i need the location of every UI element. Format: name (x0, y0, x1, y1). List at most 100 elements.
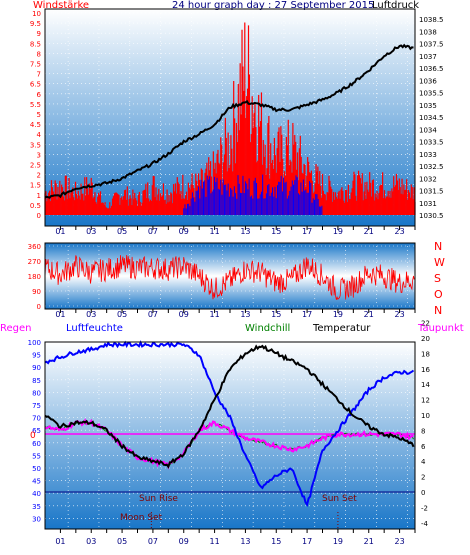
direction-tick-label: 180 (28, 273, 41, 281)
wind-tick-label: 6 (37, 91, 42, 99)
temperature-tick-label: 22 (421, 320, 430, 328)
temperature-tick-label: 6 (421, 443, 426, 451)
humidity-tick-label: 95 (32, 352, 41, 360)
humidity-tick-label: 85 (32, 377, 41, 385)
pressure-tick-label: 1038.5 (419, 16, 444, 24)
pressure-tick-label: 1032.5 (419, 163, 444, 171)
x-tick-label: 23 (394, 537, 404, 546)
temperature-tick-label: 10 (421, 412, 430, 420)
x-tick-label: 17 (302, 227, 312, 236)
wind-tick-label: 2.5 (30, 162, 41, 170)
pressure-axis-title: Luftdruck (372, 0, 419, 11)
pressure-tick-label: 1033 (419, 151, 437, 159)
wind-tick-label: 7 (37, 71, 41, 79)
humidity-tick-label: 40 (32, 490, 41, 498)
humidity-tick-label: 35 (32, 503, 41, 511)
direction-tick-label: 90 (32, 288, 41, 296)
temperature-tick-label: 20 (421, 335, 430, 343)
x-tick-label: 01 (55, 537, 65, 546)
temperature-tick-label: 8 (421, 427, 425, 435)
x-tick-label: 03 (86, 537, 96, 546)
wind-tick-label: 8.5 (30, 40, 41, 48)
x-tick-label: 15 (271, 537, 281, 546)
x-tick-label: 15 (271, 310, 281, 319)
marks-layer (44, 22, 416, 528)
pressure-tick-label: 1030.5 (419, 212, 444, 220)
x-tick-label: 23 (394, 310, 404, 319)
pressure-tick-label: 1034 (419, 126, 437, 134)
humidity-tick-label: 100 (28, 339, 41, 347)
legend-temperatur: Temperatur (312, 323, 371, 334)
wind-tick-label: 4.5 (30, 121, 41, 129)
pressure-tick-label: 1031.5 (419, 188, 444, 196)
pressure-tick-label: 1037 (419, 53, 437, 61)
compass-letter: O (434, 288, 443, 301)
pressure-tick-label: 1035 (419, 102, 437, 110)
x-tick-label: 13 (240, 310, 250, 319)
humidity-tick-label: 50 (32, 465, 41, 473)
x-tick-label: 15 (271, 227, 281, 236)
compass-letter: W (434, 256, 445, 269)
climate-panel-frame (44, 341, 416, 530)
humidity-tick-label: 30 (32, 515, 41, 523)
wind-tick-label: 0 (37, 212, 41, 220)
x-tick-label: 19 (333, 537, 343, 546)
wind-tick-label: 1.5 (30, 182, 41, 190)
temperature-tick-label: 12 (421, 397, 430, 405)
humidity-tick-label: 55 (32, 452, 41, 460)
pressure-tick-label: 1038 (419, 28, 437, 36)
x-tick-label: 13 (240, 227, 250, 236)
wind-tick-label: 6.5 (30, 81, 41, 89)
x-tick-label: 07 (148, 227, 158, 236)
x-tick-label: 21 (364, 227, 374, 236)
wind-tick-label: 2 (37, 172, 41, 180)
wind-tick-label: 7.5 (30, 61, 41, 69)
humidity-tick-label: 75 (32, 402, 41, 410)
pressure-tick-label: 1037.5 (419, 41, 444, 49)
compass-letter: S (434, 272, 441, 285)
compass-letter: N (434, 304, 442, 317)
sun-rise-label: Sun Rise (139, 494, 178, 504)
x-tick-label: 01 (55, 227, 65, 236)
legend-taupunkt: Taupunkt (417, 323, 464, 334)
x-tick-label: 09 (179, 537, 189, 546)
x-tick-label: 03 (86, 310, 96, 319)
wind-axis-title: Windstärke (33, 0, 89, 11)
temperature-tick-label: 0 (421, 489, 425, 497)
direction-tick-label: 0 (37, 303, 41, 311)
x-tick-label: 23 (394, 227, 404, 236)
temperature-tick-label: 2 (421, 474, 425, 482)
wind-tick-label: 8 (37, 50, 41, 58)
wind-tick-label: 5 (37, 111, 41, 119)
x-tick-label: 03 (86, 227, 96, 236)
direction-line (44, 254, 415, 300)
humidity-tick-label: 70 (32, 415, 41, 423)
temperature-tick-label: 4 (421, 458, 426, 466)
direction-panel-frame (44, 242, 416, 310)
x-tick-label: 21 (364, 310, 374, 319)
x-tick-label: 09 (179, 227, 189, 236)
humidity-tick-label: 80 (32, 389, 41, 397)
chart-title: 24 hour graph day : 27 September 2015 (172, 0, 374, 11)
pressure-tick-label: 1031 (419, 200, 437, 208)
wind-tick-label: 3.5 (30, 141, 41, 149)
legend-windchill: Windchill (245, 323, 290, 334)
temperature-tick-label: 18 (421, 350, 430, 358)
pressure-line (44, 43, 414, 199)
x-tick-label: 07 (148, 537, 158, 546)
wind-tick-label: 0.5 (30, 202, 41, 210)
compass-letter: N (434, 240, 442, 253)
pressure-tick-label: 1036.5 (419, 65, 444, 73)
moon-set-label: Moon Set (120, 513, 163, 523)
wind-tick-label: 10 (32, 10, 41, 18)
wind-tick-label: 5.5 (30, 101, 41, 109)
x-tick-label: 05 (117, 227, 127, 236)
direction-tick-label: 360 (28, 243, 41, 251)
x-tick-label: 21 (364, 537, 374, 546)
temperature-tick-label: 16 (421, 366, 430, 374)
humidity-line (44, 340, 415, 507)
x-tick-label: 11 (209, 537, 219, 546)
wind-tick-label: 3 (37, 151, 41, 159)
